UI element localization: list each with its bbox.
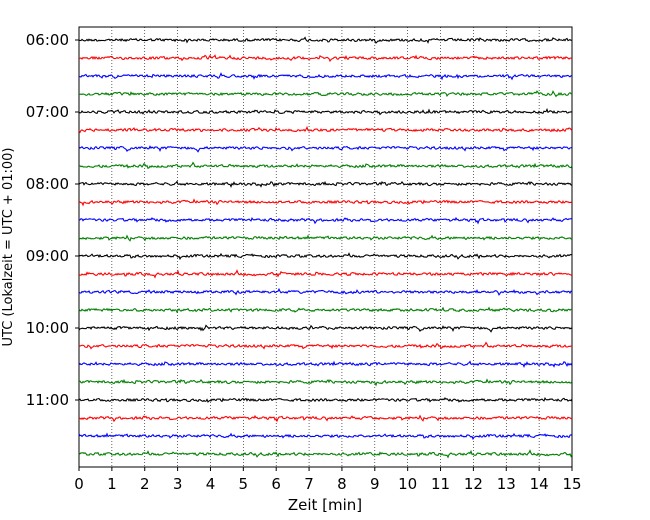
- y-tick-label: 09:00: [26, 247, 69, 265]
- trace-0815: [78, 198, 573, 207]
- trace-1100: [78, 397, 573, 403]
- trace-0930: [78, 287, 573, 296]
- x-tick-label: 0: [74, 475, 84, 493]
- y-axis-ticks: 06:00 07:00 08:00 09:00 10:00 11:00: [26, 31, 79, 409]
- trace-0945: [78, 306, 573, 314]
- x-tick-label: 11: [431, 475, 450, 493]
- trace-1030: [78, 360, 573, 369]
- x-tick-label: 3: [173, 475, 183, 493]
- x-tick-label: 12: [464, 475, 483, 493]
- trace-0700: [78, 107, 573, 116]
- trace-0900: [78, 252, 573, 261]
- x-tick-label: 10: [398, 475, 417, 493]
- x-tick-label: 7: [304, 475, 314, 493]
- trace-1045: [78, 378, 573, 387]
- x-tick-label: 15: [562, 475, 581, 493]
- x-tick-label: 14: [530, 475, 549, 493]
- trace-0615: [78, 54, 573, 63]
- x-tick-label: 8: [337, 475, 347, 493]
- trace-0800: [78, 180, 573, 189]
- plot-frame: [78, 26, 573, 468]
- trace-1145: [78, 449, 573, 459]
- trace-0845: [78, 234, 573, 242]
- x-tick-label: 6: [271, 475, 281, 493]
- trace-0745: [78, 161, 573, 169]
- x-tick-label: 4: [206, 475, 216, 493]
- x-tick-label: 1: [107, 475, 117, 493]
- trace-0645: [78, 90, 573, 98]
- y-axis-label: UTC (Lokalzeit = UTC + 01:00): [1, 148, 16, 347]
- trace-0715: [78, 125, 573, 134]
- trace-1115: [78, 414, 573, 423]
- x-tick-label: 13: [497, 475, 516, 493]
- trace-0830: [78, 216, 573, 225]
- x-tick-label: 2: [140, 475, 150, 493]
- seismic-traces: [78, 36, 573, 459]
- grid-lines: [111, 27, 540, 467]
- x-tick-label: 9: [370, 475, 380, 493]
- x-tick-label: 5: [239, 475, 249, 493]
- trace-1000: [78, 324, 573, 333]
- x-axis-ticks: 0 1 2 3 4 5 6 7 8 9 10 11 12 13 14 15: [74, 467, 582, 493]
- trace-0600: [78, 36, 573, 44]
- trace-0730: [78, 145, 573, 153]
- y-tick-label: 11:00: [26, 391, 69, 409]
- trace-1015: [78, 341, 573, 350]
- y-tick-label: 10:00: [26, 319, 69, 337]
- trace-0915: [78, 269, 573, 279]
- y-tick-label: 07:00: [26, 103, 69, 121]
- y-tick-label: 06:00: [26, 31, 69, 49]
- trace-1130: [78, 432, 573, 441]
- y-tick-label: 08:00: [26, 175, 69, 193]
- trace-0630: [78, 72, 573, 81]
- x-axis-label: Zeit [min]: [288, 496, 362, 514]
